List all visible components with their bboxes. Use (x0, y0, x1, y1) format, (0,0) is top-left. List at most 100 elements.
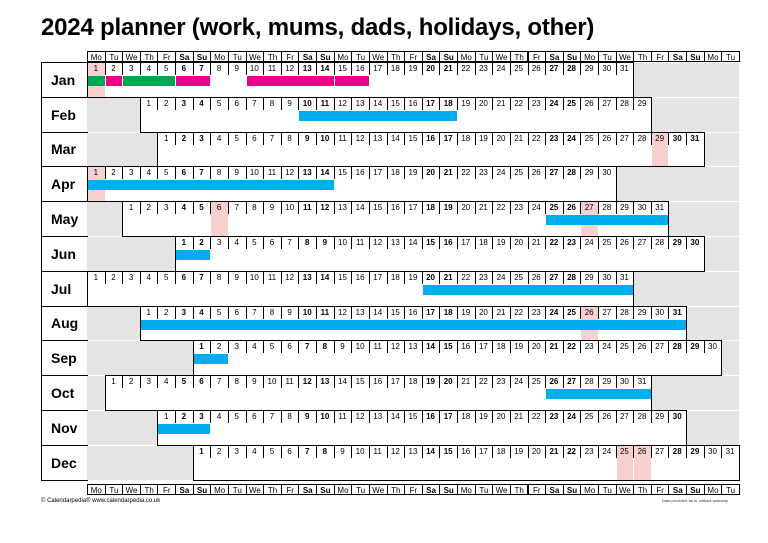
day-divider (351, 305, 353, 319)
day-divider (333, 375, 335, 389)
day-number: 22 (478, 377, 488, 387)
day-divider (421, 62, 423, 75)
event-bar-blue[interactable] (299, 110, 458, 121)
day-divider (192, 375, 194, 389)
day-number: 26 (531, 64, 541, 73)
day-header-bottom: Fr (404, 484, 423, 495)
day-divider (580, 96, 582, 110)
event-bar-blue[interactable] (140, 319, 687, 330)
day-divider (509, 410, 511, 423)
day-divider (263, 444, 265, 458)
day-divider (368, 131, 370, 145)
day-number: 16 (355, 168, 365, 178)
day-divider (368, 410, 370, 423)
day-divider (245, 410, 247, 423)
event-bar-blue[interactable] (422, 284, 634, 295)
day-number: 11 (355, 238, 365, 247)
event-bar-green[interactable] (123, 76, 176, 86)
day-number: 11 (373, 342, 382, 352)
day-divider (668, 236, 670, 249)
day-divider (562, 270, 564, 284)
day-number: 16 (408, 307, 418, 317)
event-bar-blue[interactable] (88, 180, 334, 191)
day-divider (615, 340, 617, 354)
day-divider (421, 201, 423, 215)
day-number: 25 (619, 446, 629, 456)
day-header-top: Th (139, 51, 159, 62)
day-number: 15 (390, 307, 400, 317)
day-number: 3 (199, 133, 204, 143)
day-number: 23 (549, 412, 559, 421)
day-divider (509, 305, 511, 319)
day-divider (597, 166, 599, 180)
day-number: 5 (252, 238, 257, 247)
month-label: Aug (41, 305, 88, 342)
day-number: 12 (285, 272, 295, 282)
event-bar-magenta[interactable] (105, 76, 123, 86)
day-number: 10 (249, 168, 259, 178)
event-bar-blue[interactable] (193, 354, 228, 365)
day-divider (227, 305, 229, 319)
day-divider (633, 375, 635, 389)
day-divider (562, 444, 564, 458)
day-divider (633, 201, 635, 215)
day-header-bottom: Sa (175, 484, 194, 495)
day-number: 25 (514, 64, 524, 73)
blank-cell (633, 271, 739, 306)
day-number: 19 (443, 203, 453, 213)
day-number: 10 (302, 98, 312, 108)
day-number: 11 (320, 307, 330, 317)
day-number: 27 (655, 342, 665, 352)
blank-cell (668, 202, 739, 236)
event-bar-magenta[interactable] (176, 76, 211, 86)
day-number: 8 (322, 342, 328, 352)
event-bar-magenta[interactable] (246, 76, 334, 86)
day-header-bottom: Fr (157, 484, 177, 495)
event-bar-blue[interactable] (176, 250, 211, 260)
day-number: 30 (690, 238, 700, 247)
day-header-bottom: Tu (351, 484, 370, 495)
day-number: 29 (655, 133, 665, 143)
day-number: 23 (567, 238, 576, 247)
day-number: 21 (443, 168, 453, 178)
day-divider (650, 410, 652, 423)
day-number: 24 (496, 272, 506, 282)
day-divider (580, 270, 582, 284)
event-bar-blue[interactable] (158, 424, 211, 434)
event-bar-green[interactable] (88, 76, 105, 86)
day-divider (227, 131, 229, 145)
day-header-top: Mo (87, 51, 106, 62)
day-divider (298, 236, 300, 249)
event-bar-blue[interactable] (546, 215, 669, 226)
blank-cell (87, 202, 123, 236)
day-number: 8 (216, 64, 222, 73)
day-divider (404, 201, 406, 215)
day-divider (333, 62, 335, 75)
day-number: 23 (478, 64, 488, 73)
day-header-bottom: Tu (721, 484, 740, 495)
day-number: 12 (355, 133, 365, 143)
event-bar-blue[interactable] (546, 389, 651, 400)
day-number: 27 (549, 272, 559, 282)
day-header-bottom: Th (263, 484, 282, 495)
day-divider (439, 166, 441, 180)
day-number: 13 (390, 238, 400, 247)
day-number: 20 (426, 64, 436, 73)
day-divider (386, 444, 388, 458)
day-number: 11 (338, 412, 347, 421)
day-number: 18 (496, 446, 506, 456)
day-divider (474, 305, 476, 319)
day-divider (527, 201, 529, 215)
day-divider (210, 305, 212, 319)
day-divider (597, 305, 599, 319)
day-divider (562, 375, 564, 389)
day-divider (104, 62, 106, 75)
day-divider (210, 96, 212, 110)
day-number: 7 (216, 377, 222, 387)
day-divider (474, 131, 476, 145)
day-number: 5 (164, 272, 169, 282)
day-divider (509, 201, 511, 215)
day-number: 13 (373, 412, 383, 421)
day-divider (139, 166, 141, 180)
event-bar-magenta[interactable] (334, 76, 369, 86)
